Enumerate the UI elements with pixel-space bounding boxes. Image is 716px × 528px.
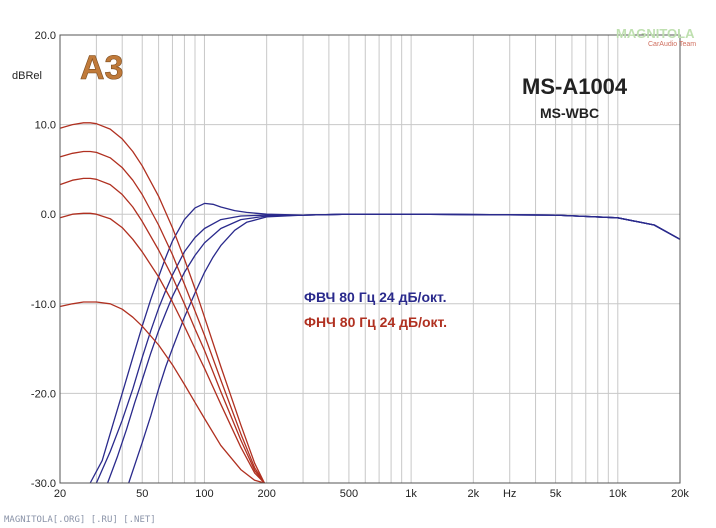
x-tick-label: 500	[340, 488, 358, 500]
x-tick-label: 200	[257, 488, 275, 500]
brand-team: CarAudio Team	[648, 41, 696, 48]
chart-title: MS-A1004	[522, 74, 628, 99]
x-tick-labels: 20 50 100 200 500 1k 2k Hz 5k 10k 20k	[54, 488, 689, 500]
x-tick-label: 5k	[550, 488, 562, 500]
legend-lpf: ФНЧ 80 Гц 24 дБ/окт.	[304, 314, 447, 330]
lpf-curve-5	[59, 122, 265, 484]
x-tick-label: 1k	[405, 488, 417, 500]
grid	[59, 34, 681, 484]
y-tick-label: -10.0	[31, 299, 56, 311]
hpf-curve-4	[128, 213, 681, 484]
legend-hpf: ФВЧ 80 Гц 24 дБ/окт.	[304, 289, 447, 305]
brand-name: MAGNITOLA	[616, 26, 695, 41]
y-axis-label: dBRel	[12, 70, 42, 82]
y-tick-label: -20.0	[31, 388, 56, 400]
a3-logo-text: A3	[80, 49, 123, 87]
y-tick-label: -30.0	[31, 478, 56, 490]
lpf-curve-7	[59, 177, 265, 484]
x-tick-label: 20k	[671, 488, 689, 500]
plot-frame	[59, 34, 681, 484]
x-tick-label: 20	[54, 488, 66, 500]
x-tick-label: 10k	[609, 488, 627, 500]
lpf-curve-6	[59, 150, 265, 484]
x-tick-label: Hz	[503, 488, 516, 500]
y-tick-label: 0.0	[41, 209, 56, 221]
chart-subtitle: MS-WBC	[540, 105, 599, 121]
x-tick-label: 50	[136, 488, 148, 500]
brand-logo: MAGNITOLA CarAudio Team	[616, 26, 696, 48]
lpf-curve-9	[59, 301, 265, 484]
x-tick-label: 100	[195, 488, 213, 500]
y-tick-labels: 20.0 10.0 0.0 -10.0 -20.0 -30.0	[31, 30, 56, 490]
x-tick-label: 2k	[468, 488, 480, 500]
a3-logo: A3	[80, 49, 124, 88]
y-tick-label: 20.0	[35, 30, 56, 42]
footer-watermark: MAGNITOLA[.ORG] [.RU] [.NET]	[4, 515, 156, 525]
y-tick-label: 10.0	[35, 120, 56, 132]
curves	[59, 122, 681, 484]
lpf-curve-8	[59, 212, 265, 484]
